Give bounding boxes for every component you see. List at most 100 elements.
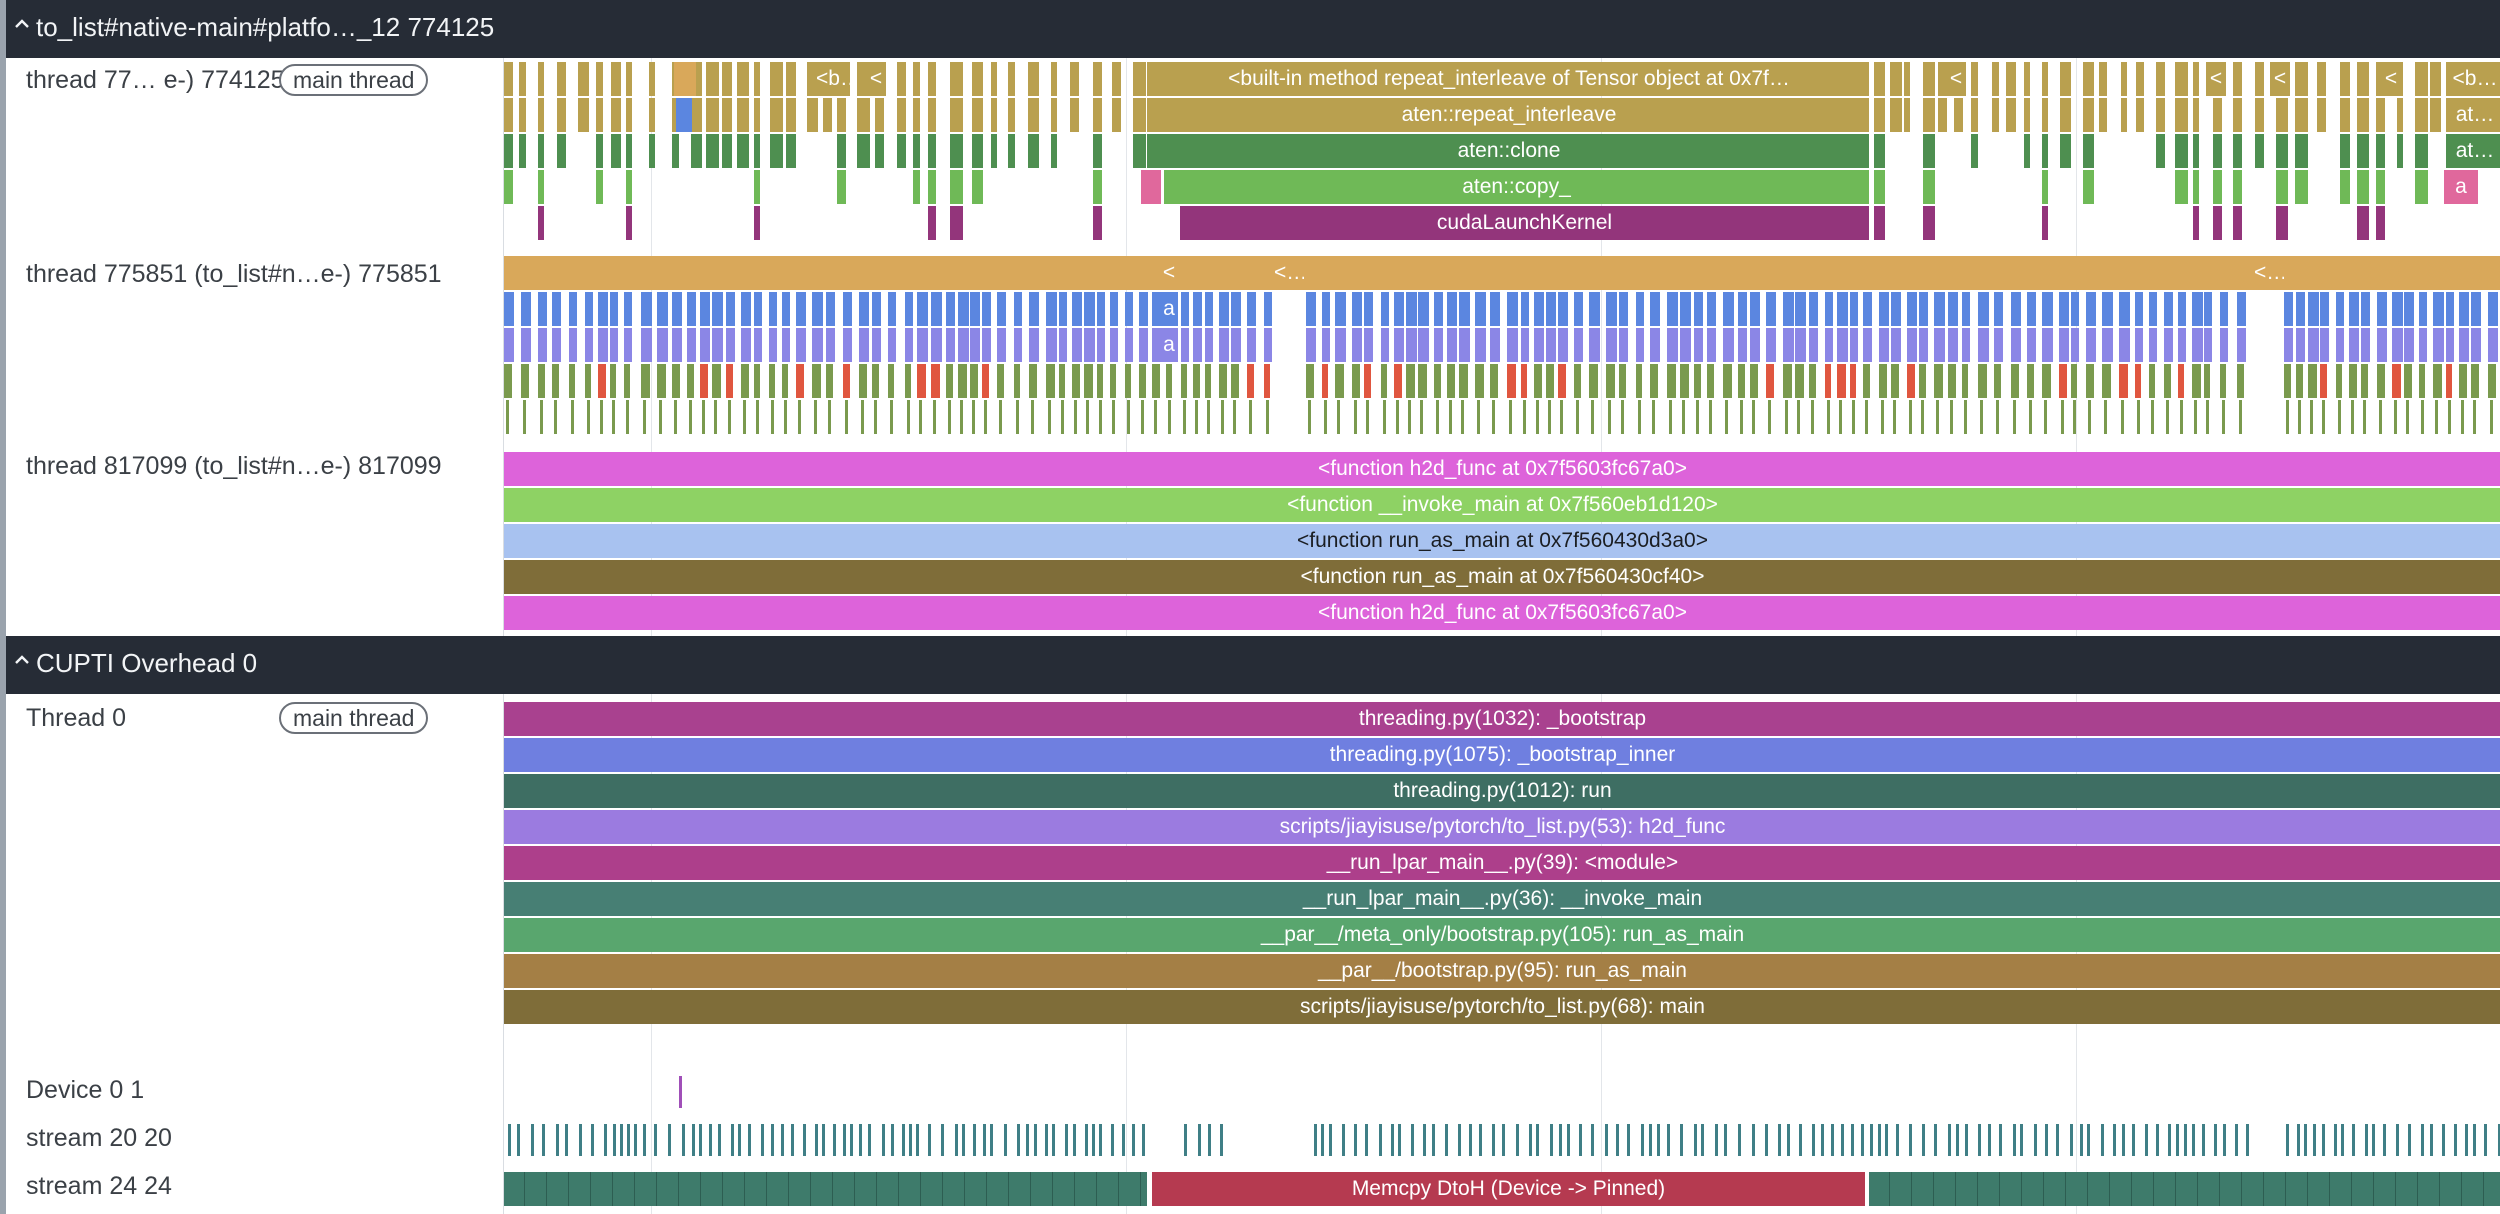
trace-slice[interactable] [538,328,547,362]
kernel-tick[interactable] [579,1124,582,1156]
kernel-tick[interactable] [2045,1124,2048,1156]
kernel-tick[interactable] [1627,1124,1630,1156]
kernel-tick[interactable] [1321,1124,1324,1156]
trace-slice[interactable] [2377,328,2387,362]
trace-slice[interactable] [2336,328,2344,362]
kernel-tick[interactable] [1536,1124,1539,1156]
trace-slice[interactable] [1507,328,1518,362]
trace-slice[interactable] [2415,98,2428,132]
trace-slice[interactable] [1059,292,1067,326]
trace-slice[interactable] [1667,292,1678,326]
kernel-tick[interactable] [868,1124,871,1156]
trace-slice[interactable] [1574,364,1581,398]
trace-slice[interactable] [2471,364,2479,398]
trace-slice[interactable] [2042,364,2051,398]
trace-slice[interactable] [2193,206,2199,240]
trace-slice[interactable] [504,328,514,362]
kernel-tick[interactable] [1738,1124,1741,1156]
trace-slice[interactable] [1680,364,1689,398]
trace-slice[interactable] [1825,292,1833,326]
trace-slice[interactable] [1696,400,1699,434]
trace-slice[interactable] [2102,328,2113,362]
kernel-tick[interactable] [1694,1124,1697,1156]
kernel-tick[interactable] [916,1124,919,1156]
kernel-tick[interactable] [1045,1124,1048,1156]
kernel-tick[interactable] [1073,1124,1076,1156]
kernel-tick[interactable] [1314,1124,1317,1156]
trace-slice[interactable] [641,364,650,398]
trace-slice[interactable] [1247,328,1256,362]
trace-slice[interactable] [741,328,751,362]
trace-slice[interactable] [2351,400,2354,434]
trace-slice[interactable] [888,328,896,362]
kernel-tick[interactable] [781,1124,784,1156]
trace-slice[interactable] [857,134,870,168]
trace-slice[interactable] [1839,400,1842,434]
kernel-tick[interactable] [1065,1124,1068,1156]
trace-slice[interactable] [2099,62,2107,96]
trace-slice[interactable] [1051,62,1057,96]
trace-slice[interactable] [982,292,991,326]
kernel-tick[interactable] [2202,1124,2205,1156]
trace-slice[interactable] [1874,206,1885,240]
trace-slice[interactable] [1322,292,1330,326]
trace-slice[interactable] [1827,400,1830,434]
trace-slice[interactable] [933,400,936,434]
trace-slice[interactable] [728,400,731,434]
kernel-tick[interactable] [1870,1124,1873,1156]
trace-slice[interactable] [905,328,913,362]
kernel-tick[interactable] [859,1124,862,1156]
trace-slice[interactable]: < [1160,256,1178,290]
trace-slice[interactable] [754,134,760,168]
trace-slice[interactable] [1738,292,1747,326]
trace-slice[interactable] [1521,292,1529,326]
trace-slice[interactable] [1434,328,1443,362]
trace-slice[interactable] [796,328,806,362]
trace-slice[interactable] [1891,328,1901,362]
trace-slice[interactable] [1682,400,1685,434]
kernel-tick[interactable] [1379,1124,1382,1156]
trace-slice[interactable] [2357,170,2369,204]
trace-slice[interactable] [2104,400,2107,434]
trace-slice[interactable] [1874,170,1885,204]
trace-slice[interactable] [1904,98,1910,132]
trace-slice[interactable] [2149,364,2155,398]
kernel-tick[interactable] [692,1124,695,1156]
trace-slice[interactable] [1434,292,1443,326]
trace-slice[interactable] [1948,364,1956,398]
trace-slice[interactable] [958,292,969,326]
trace-slice[interactable] [843,364,850,398]
trace-slice[interactable] [1907,364,1915,398]
trace-slice[interactable] [2164,292,2173,326]
trace-slice[interactable]: __run_lpar_main__.py(39): <module> [504,846,2500,880]
trace-slice[interactable] [1548,400,1551,434]
trace-slice[interactable] [861,400,864,434]
kernel-tick[interactable] [941,1124,944,1156]
trace-slice[interactable]: threading.py(1075): _bootstrap_inner [504,738,2500,772]
trace-slice[interactable] [1521,364,1527,398]
kernel-tick[interactable] [531,1124,534,1156]
trace-slice[interactable] [2042,292,2053,326]
trace-slice[interactable] [2083,134,2094,168]
trace-slice[interactable] [1992,62,1999,96]
trace-slice[interactable] [2083,98,2094,132]
kernel-tick[interactable] [2184,1124,2187,1156]
kernel-tick[interactable] [604,1124,607,1156]
trace-slice[interactable] [2284,364,2291,398]
trace-slice[interactable] [2419,292,2427,326]
trace-slice[interactable] [674,400,677,434]
trace-slice[interactable] [2419,364,2425,398]
trace-slice[interactable] [814,400,817,434]
trace-slice[interactable] [687,292,696,326]
kernel-tick[interactable] [709,1124,712,1156]
trace-slice[interactable] [1086,400,1089,434]
track-label-thread-817099[interactable]: thread 817099 (to_list#n…e-) 817099 [6,444,503,638]
kernel-tick[interactable] [1132,1124,1135,1156]
trace-slice[interactable] [1589,328,1600,362]
trace-slice[interactable]: scripts/jiayisuse/pytorch/to_list.py(53)… [504,810,2500,844]
trace-slice[interactable] [1231,364,1239,398]
trace-slice[interactable] [1863,328,1872,362]
trace-slice[interactable] [1589,292,1600,326]
trace-slice[interactable] [1923,170,1935,204]
trace-slice[interactable] [2340,170,2350,204]
